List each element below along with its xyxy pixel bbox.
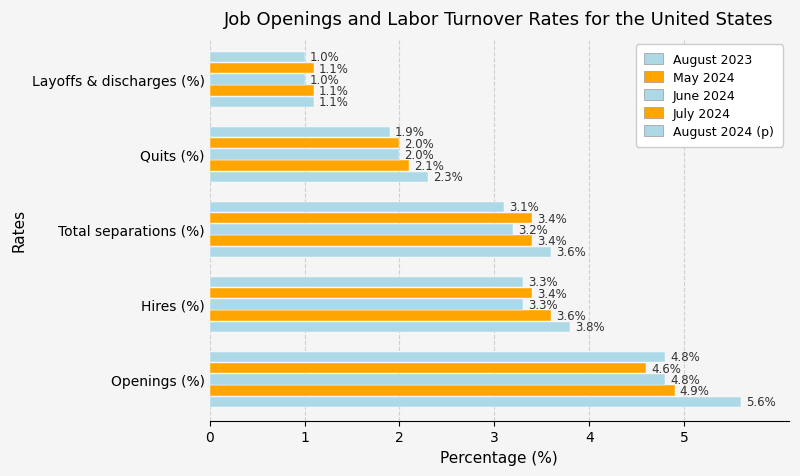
Text: 1.1%: 1.1% <box>318 85 349 98</box>
Text: 2.0%: 2.0% <box>404 149 434 161</box>
Bar <box>210 150 399 160</box>
Bar <box>210 202 504 213</box>
Bar <box>210 397 742 407</box>
Bar <box>210 52 305 63</box>
Text: 3.2%: 3.2% <box>518 223 548 236</box>
Text: 3.6%: 3.6% <box>556 246 586 259</box>
Bar <box>210 161 409 171</box>
Text: 1.0%: 1.0% <box>310 51 339 64</box>
Bar <box>210 322 570 332</box>
Text: 2.0%: 2.0% <box>404 137 434 150</box>
Text: 1.0%: 1.0% <box>310 74 339 87</box>
Bar <box>210 374 666 385</box>
Text: 2.1%: 2.1% <box>414 160 444 173</box>
Text: 3.4%: 3.4% <box>537 235 567 248</box>
Bar <box>210 64 314 74</box>
Text: 5.6%: 5.6% <box>746 396 776 408</box>
Text: 3.8%: 3.8% <box>575 321 605 334</box>
Text: 1.1%: 1.1% <box>318 62 349 75</box>
Text: 2.3%: 2.3% <box>433 171 462 184</box>
X-axis label: Percentage (%): Percentage (%) <box>440 450 558 465</box>
Bar <box>210 127 390 138</box>
Text: 3.6%: 3.6% <box>556 309 586 322</box>
Legend: August 2023, May 2024, June 2024, July 2024, August 2024 (p): August 2023, May 2024, June 2024, July 2… <box>635 45 782 148</box>
Text: 1.1%: 1.1% <box>318 96 349 109</box>
Bar <box>210 288 533 299</box>
Title: Job Openings and Labor Turnover Rates for the United States: Job Openings and Labor Turnover Rates fo… <box>224 11 774 29</box>
Bar <box>210 172 428 183</box>
Bar <box>210 236 533 246</box>
Text: 4.6%: 4.6% <box>651 362 681 375</box>
Bar <box>210 97 314 108</box>
Text: 3.1%: 3.1% <box>509 201 538 214</box>
Text: 1.9%: 1.9% <box>394 126 425 139</box>
Bar <box>210 277 523 288</box>
Text: 4.8%: 4.8% <box>670 351 700 364</box>
Text: 3.3%: 3.3% <box>528 298 558 311</box>
Bar <box>210 386 675 396</box>
Bar <box>210 139 399 149</box>
Bar <box>210 213 533 224</box>
Text: 4.9%: 4.9% <box>680 384 710 397</box>
Y-axis label: Rates: Rates <box>11 208 26 251</box>
Bar <box>210 299 523 310</box>
Bar <box>210 247 551 258</box>
Bar <box>210 225 514 235</box>
Text: 4.8%: 4.8% <box>670 373 700 386</box>
Text: 3.4%: 3.4% <box>537 287 567 300</box>
Bar <box>210 75 305 85</box>
Bar <box>210 86 314 97</box>
Bar <box>210 352 666 362</box>
Bar <box>210 363 646 374</box>
Text: 3.3%: 3.3% <box>528 276 558 289</box>
Bar <box>210 311 551 321</box>
Text: 3.4%: 3.4% <box>537 212 567 225</box>
